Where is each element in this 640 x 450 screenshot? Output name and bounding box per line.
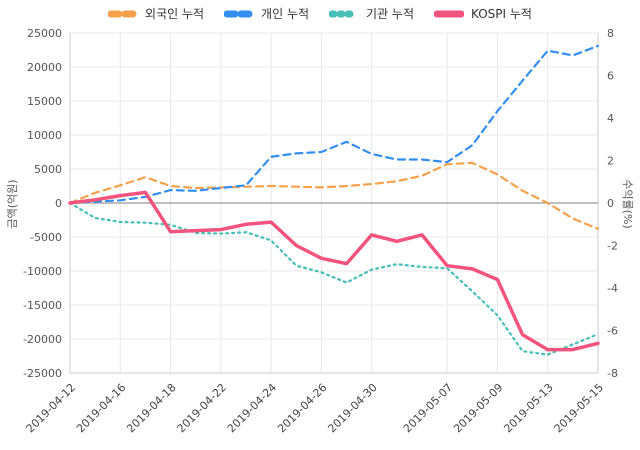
- series-lines: [68, 44, 600, 356]
- foreign-line-swatch-icon: [108, 10, 139, 17]
- chart-legend: 외국인 누적 개인 누적 기관 누적 KOSPI 누적: [0, 5, 640, 22]
- series-line-3: [68, 190, 600, 352]
- left-axis-tick-label: 15000: [27, 95, 62, 108]
- legend-item-kospi[interactable]: KOSPI 누적: [434, 5, 532, 22]
- left-axis-tick-label: 25000: [27, 27, 62, 40]
- x-axis-tick-label: 2019-04-18: [124, 381, 178, 435]
- legend-item-foreign[interactable]: 외국인 누적: [108, 5, 204, 22]
- right-axis-tick-label: 4: [607, 112, 614, 125]
- left-axis-tick-label: -15000: [23, 299, 62, 312]
- series-line-2: [68, 201, 600, 356]
- right-axis-tick-label: -8: [607, 367, 618, 380]
- x-axis-tick-label: 2019-04-22: [175, 381, 229, 435]
- x-axis-tick-label: 2019-05-15: [552, 381, 606, 435]
- left-axis-tick-label: -25000: [23, 367, 62, 380]
- individual-line-swatch-icon: [224, 10, 255, 17]
- right-axis-tick-label: -4: [607, 282, 618, 295]
- right-axis-tick-label: -2: [607, 240, 618, 253]
- left-axis-tick-label: -5000: [30, 231, 62, 244]
- x-axis-tick-label: 2019-04-16: [74, 381, 128, 435]
- left-axis-tick-label: 20000: [27, 61, 62, 74]
- x-axis-tick-label: 2019-05-09: [451, 381, 505, 435]
- x-axis-tick-label: 2019-05-13: [501, 381, 555, 435]
- x-axis-tick-label: 2019-04-12: [24, 381, 78, 435]
- x-axis-tick-label: 2019-04-30: [325, 381, 379, 435]
- legend-label-foreign: 외국인 누적: [145, 7, 205, 21]
- legend-item-individual[interactable]: 개인 누적: [224, 5, 309, 22]
- x-axis-tick-label: 2019-05-07: [401, 381, 455, 435]
- x-axis-tick-label: 2019-04-26: [275, 381, 329, 435]
- legend-label-kospi: KOSPI 누적: [471, 7, 532, 21]
- left-axis-tick-label: 5000: [34, 163, 62, 176]
- legend-label-individual: 개인 누적: [261, 7, 310, 21]
- right-axis-tick-label: 2: [607, 155, 614, 168]
- axis-ticks: 25000 20000 15000 10000 5000 0 -5000 -10000 -150…: [23, 27, 618, 435]
- legend-item-institution[interactable]: 기관 누적: [329, 5, 414, 22]
- left-axis-tick-label: -20000: [23, 333, 62, 346]
- right-axis-tick-label: 8: [607, 27, 614, 40]
- series-line-0: [68, 161, 600, 230]
- right-axis-tick-label: 0: [607, 197, 614, 210]
- legend-label-institution: 기관 누적: [366, 7, 415, 21]
- left-axis-tick-label: 0: [55, 197, 62, 210]
- left-axis-title: 금액(억원): [6, 179, 19, 229]
- left-axis-tick-label: 10000: [27, 129, 62, 142]
- right-axis-title: 수익률(%): [621, 179, 634, 229]
- right-axis-tick-label: 6: [607, 70, 614, 83]
- x-axis-tick-label: 2019-04-24: [225, 381, 279, 435]
- kospi-line-swatch-icon: [434, 10, 465, 17]
- right-axis-tick-label: -6: [607, 325, 618, 338]
- institution-line-swatch-icon: [329, 10, 360, 17]
- left-axis-tick-label: -10000: [23, 265, 62, 278]
- series-line-1: [68, 44, 600, 205]
